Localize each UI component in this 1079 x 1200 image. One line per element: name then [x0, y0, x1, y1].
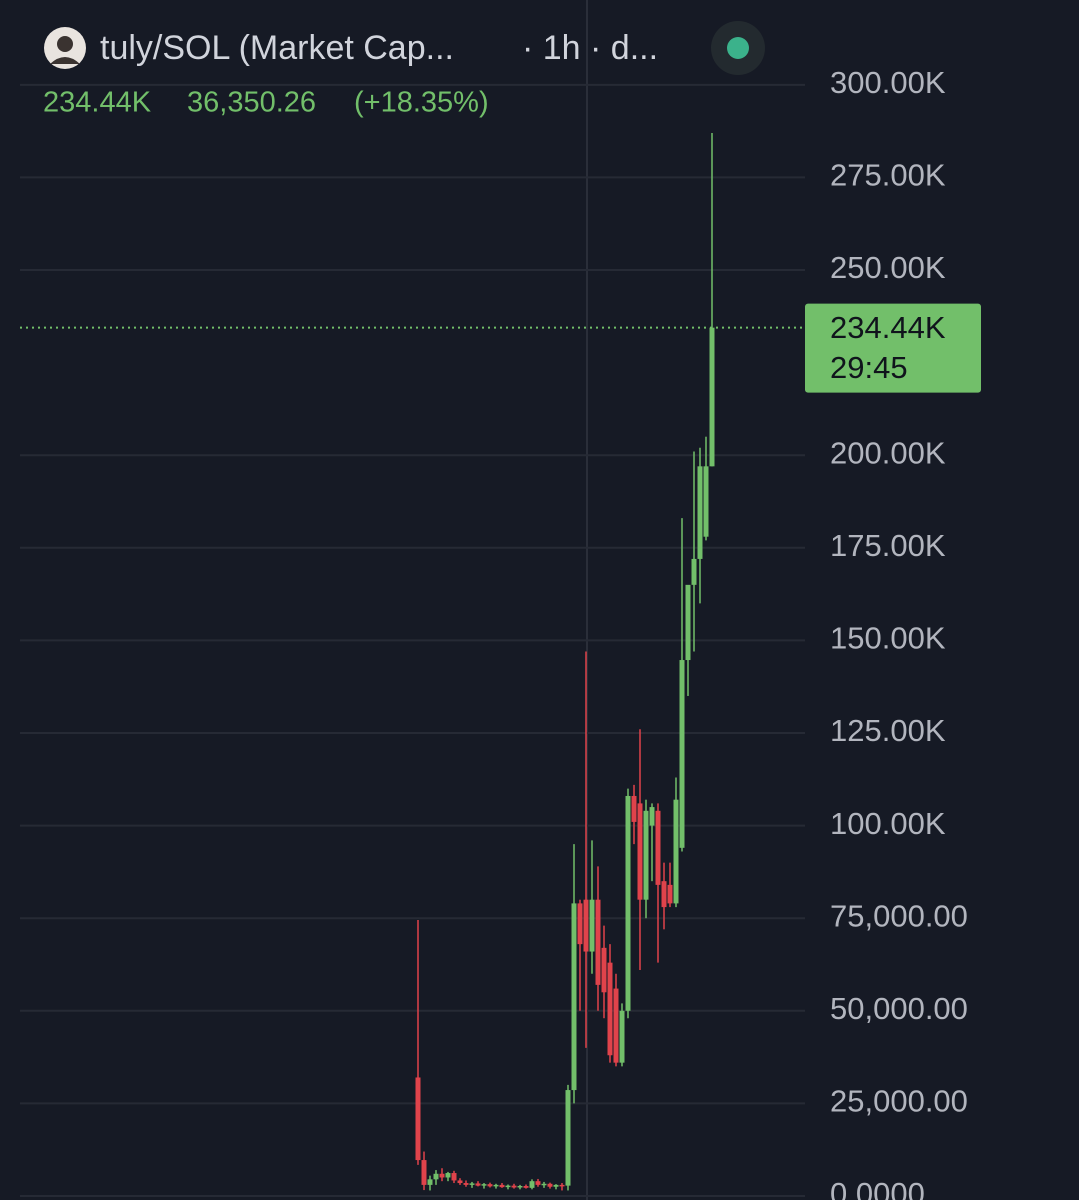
- y-tick-label: 275.00K: [830, 158, 946, 193]
- stat-value: 234.44K: [43, 87, 152, 119]
- y-tick-label: 0.0000: [830, 1176, 925, 1200]
- chart-title: tuly/SOL (Market Cap...: [100, 29, 454, 67]
- candle-body: [685, 584, 691, 661]
- y-tick-label: 50,000.00: [830, 991, 968, 1026]
- candle-body: [637, 803, 643, 900]
- candle-body: [481, 1184, 487, 1186]
- candle-body: [613, 988, 619, 1063]
- candle-body: [439, 1173, 445, 1178]
- candle-body: [475, 1183, 481, 1186]
- y-tick-label: 250.00K: [830, 250, 946, 285]
- candle-body: [511, 1185, 517, 1188]
- y-tick-label: 150.00K: [830, 621, 946, 656]
- overlay: 234.44K 29:45: [20, 303, 981, 393]
- candle-body: [595, 899, 601, 985]
- candle-body: [463, 1183, 469, 1185]
- candle-body: [499, 1184, 505, 1188]
- interval: · 1h · d...: [522, 29, 658, 67]
- y-tick-label: 300.00K: [830, 65, 946, 100]
- avatar-face: [57, 36, 73, 52]
- candle-body: [631, 795, 637, 822]
- candle-body: [523, 1185, 529, 1188]
- avatar-body: [50, 57, 80, 64]
- candle-body: [625, 795, 631, 1011]
- y-tick-label: 125.00K: [830, 713, 946, 748]
- candle-body: [469, 1183, 475, 1185]
- candle-body: [583, 899, 589, 952]
- candle-body: [601, 947, 607, 993]
- status-dot: [727, 37, 749, 59]
- candle-body: [487, 1184, 493, 1187]
- candle-body: [421, 1160, 427, 1185]
- candle-body: [619, 1010, 625, 1063]
- candle-body: [547, 1183, 553, 1187]
- grid: 0.0000 25,000.00 50,000.00 75,000.00 100.00K…: [20, 65, 968, 1200]
- candle-body: [577, 903, 583, 945]
- candles: [415, 132, 715, 1191]
- candle-body: [565, 1090, 571, 1186]
- candle-body: [589, 899, 595, 952]
- candle-body: [559, 1184, 565, 1187]
- candle-body: [505, 1185, 511, 1188]
- candle-body: [607, 962, 613, 1056]
- y-tick-label: 200.00K: [830, 435, 946, 470]
- candle-body: [529, 1181, 535, 1188]
- y-tick-label: 75,000.00: [830, 898, 968, 933]
- candle-body: [673, 799, 679, 904]
- candle-body: [709, 327, 715, 467]
- candle-body: [517, 1185, 523, 1188]
- candle-body: [541, 1183, 547, 1186]
- candle-body: [535, 1181, 541, 1185]
- y-tick-label: 175.00K: [830, 528, 946, 563]
- candle-body: [571, 903, 577, 1091]
- price-tag: [805, 303, 981, 393]
- price-tag-value: 234.44K: [830, 310, 946, 345]
- candle-body: [697, 466, 703, 559]
- candle-body: [691, 558, 697, 585]
- y-tick-label: 25,000.00: [830, 1084, 968, 1119]
- stat-percent: (+18.35%): [354, 87, 489, 119]
- y-tick-label: 100.00K: [830, 806, 946, 841]
- candle-body: [679, 660, 685, 848]
- candle-body: [493, 1184, 499, 1187]
- candle-body: [415, 1077, 421, 1161]
- stat-change: 36,350.26: [187, 87, 316, 119]
- price-tag-countdown: 29:45: [830, 350, 908, 385]
- candle-body: [445, 1173, 451, 1178]
- candle-body: [655, 810, 661, 885]
- candle-body: [451, 1173, 457, 1181]
- candle-body: [457, 1180, 463, 1184]
- candle-body: [649, 807, 655, 826]
- candle-body: [667, 884, 673, 904]
- candle-body: [643, 810, 649, 900]
- candle-body: [433, 1173, 439, 1180]
- candle-body: [427, 1179, 433, 1185]
- candle-body: [553, 1184, 559, 1187]
- candle-body: [661, 881, 667, 908]
- candle-body: [703, 466, 709, 537]
